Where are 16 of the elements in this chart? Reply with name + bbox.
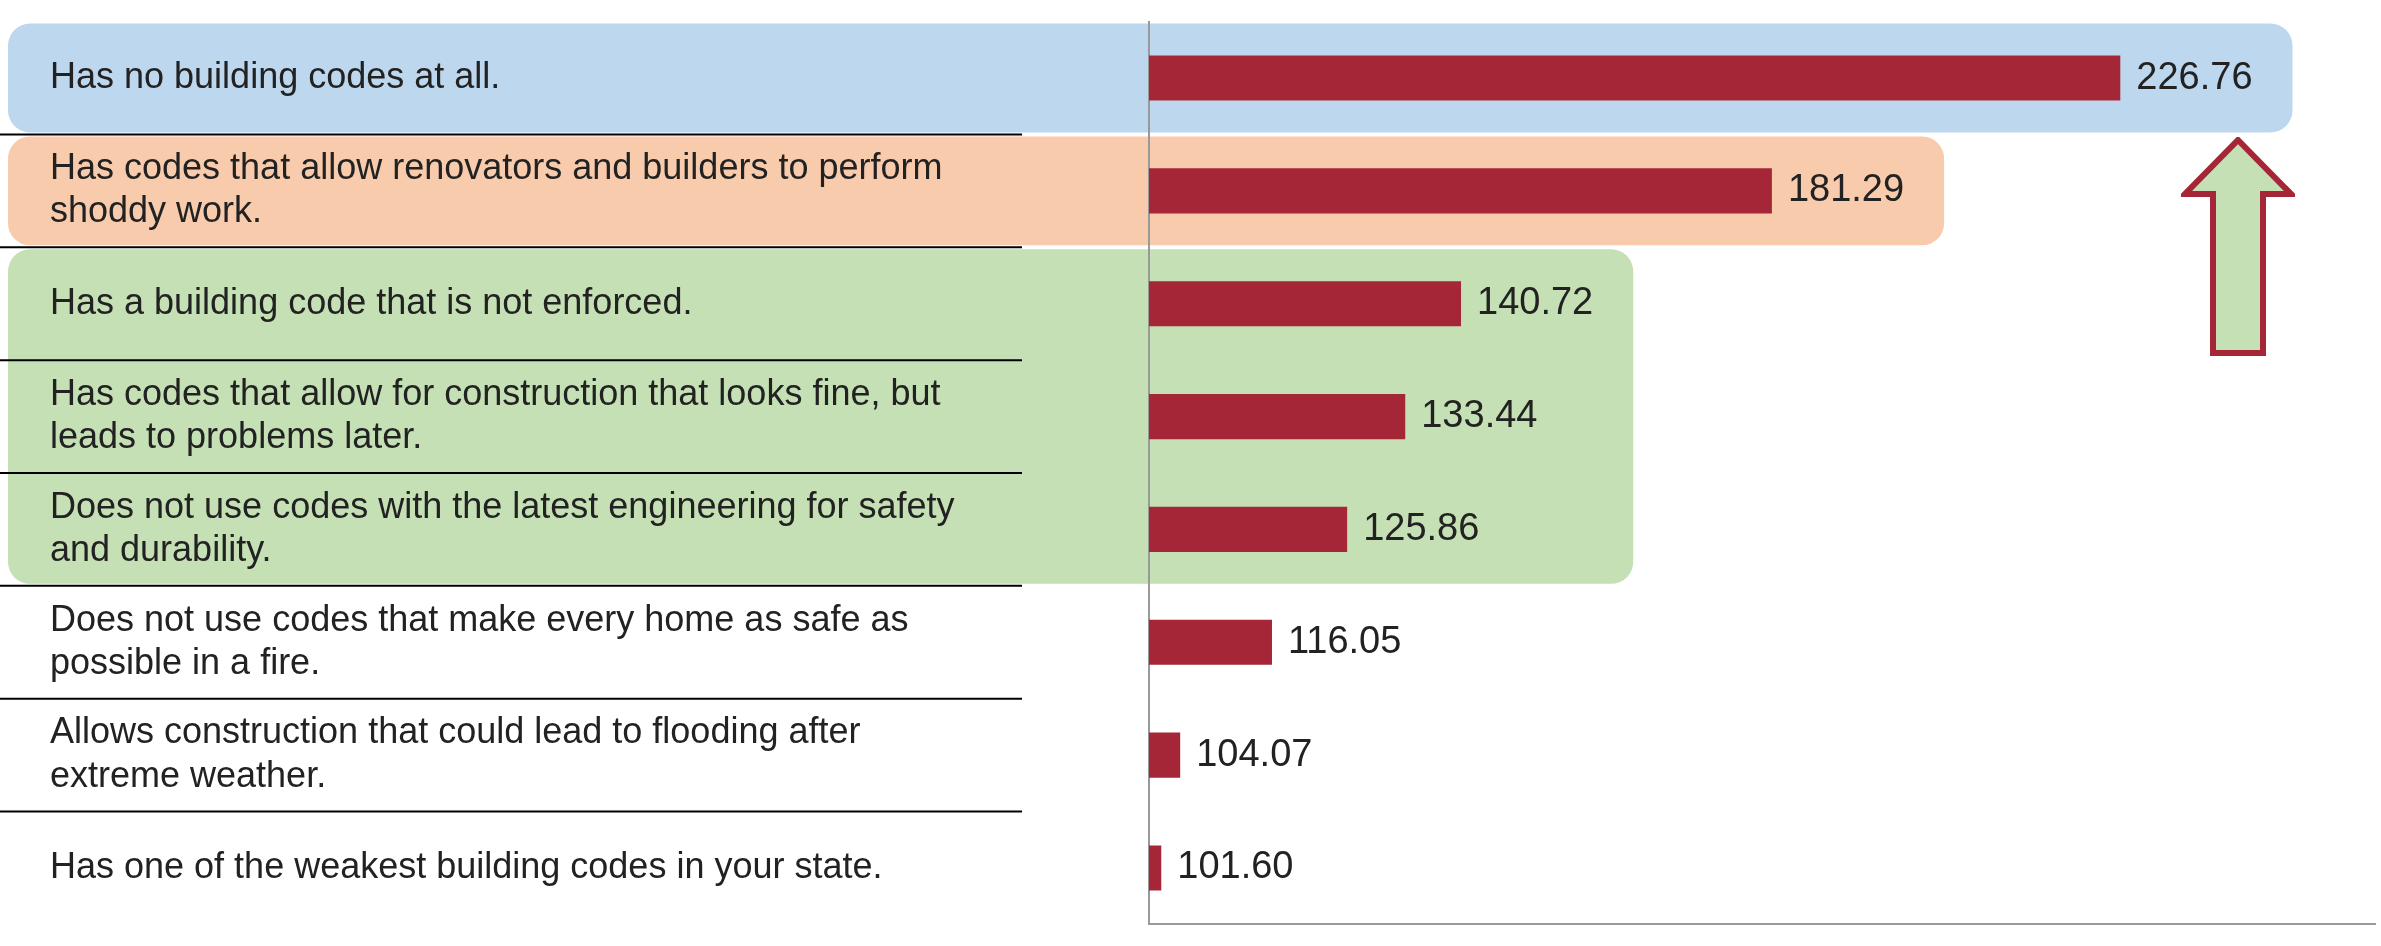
- y-tick-label: Does not use codes with the latest engineering for safety and durability.: [50, 484, 955, 569]
- y-tick-label: Has a building code that is not enforced.: [50, 280, 693, 322]
- y-tick-label: Has one of the weakest building codes in your state.: [50, 844, 883, 886]
- y-tick-label: Does not use codes that make every home as safe as possible in a fire.: [50, 597, 909, 682]
- y-tick-label: Has codes that allow renovators and builders to perform shoddy work.: [50, 146, 943, 231]
- data-label: 133.44: [1421, 393, 1538, 436]
- data-label: 226.76: [2136, 54, 2253, 97]
- data-label: 125.86: [1363, 505, 1480, 548]
- data-label: 104.07: [1196, 731, 1313, 774]
- data-label: 140.72: [1477, 280, 1594, 323]
- y-tick-label: Allows construction that could lead to flooding after extreme weather.: [50, 710, 861, 795]
- data-label: 101.60: [1177, 844, 1294, 887]
- y-tick-label: Has codes that allow for construction that looks fine, but leads to problems later.: [50, 371, 941, 457]
- y-tick-label: Has no building codes at all.: [50, 54, 501, 96]
- data-label: 181.29: [1787, 167, 1905, 210]
- data-label: 116.05: [1287, 618, 1402, 661]
